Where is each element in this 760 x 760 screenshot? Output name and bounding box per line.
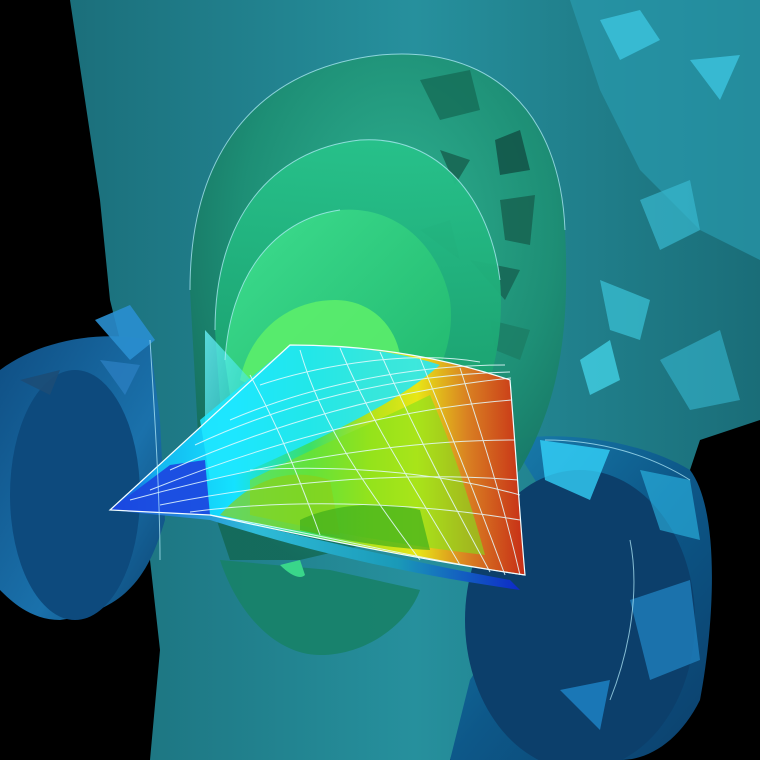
dome-speckle [420,70,480,120]
dome-speckle [490,320,530,360]
right-branch-highlight [630,580,700,680]
field-plane-outline [108,344,526,576]
field-plane-lower-shadow [300,504,430,550]
field-plane-underside [110,510,520,590]
main-vessel-highlight [690,55,740,100]
dome-speckle [495,130,530,175]
left-branch-highlight [20,370,60,395]
field-plane-tip [110,460,210,515]
lower-blob-detail [280,560,305,577]
main-vessel-highlight [580,340,620,395]
left-branch-highlight [95,305,155,360]
left-branch-highlight [100,360,140,395]
right-branch-highlight [560,680,610,730]
main-vessel-highlight [600,10,660,60]
lower-blob [220,560,420,655]
main-vessel-highlight [640,180,700,250]
left-branch-opening [10,370,140,620]
dome-speckle [500,195,535,245]
right-branch-highlight [640,470,700,540]
main-vessel-highlight [600,280,650,340]
dome-speckle [440,150,470,185]
right-branch-highlight [540,440,610,500]
field-plane-cyan [200,345,440,480]
vessel-contours [149,53,691,701]
main-vessel-highlight [660,330,740,410]
mesh-grid [109,344,526,576]
